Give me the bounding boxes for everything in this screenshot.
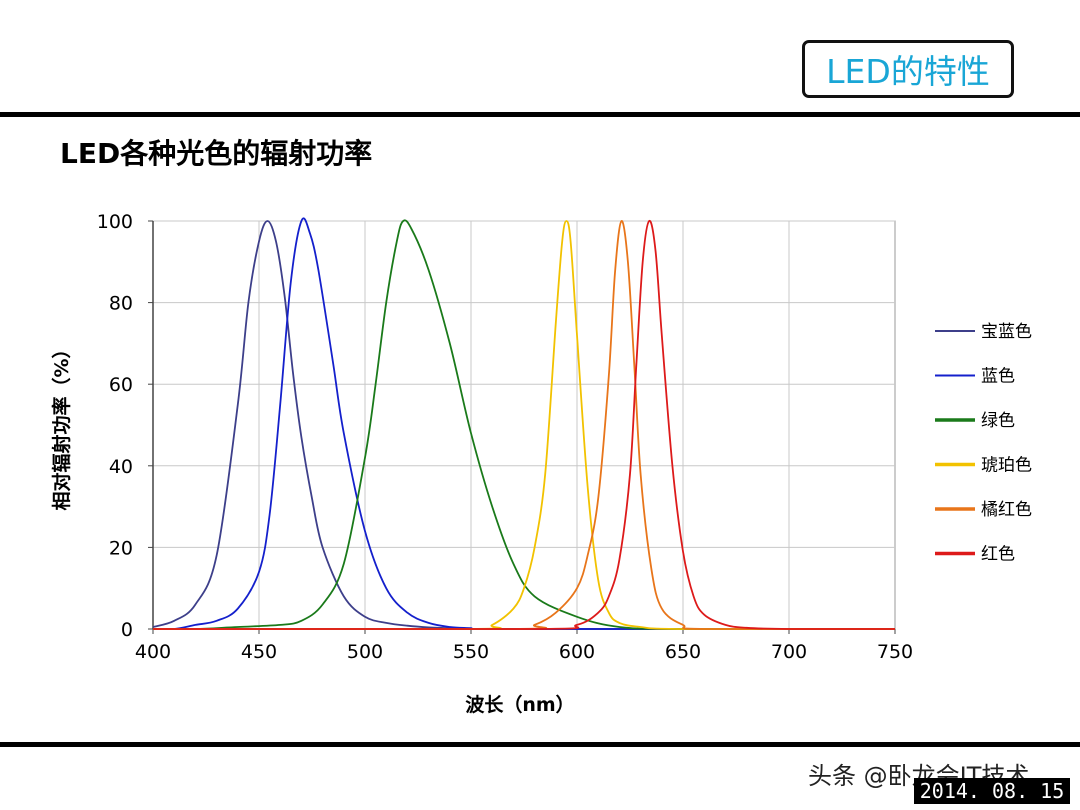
y-axis-label: 相对辐射功率（%） [50, 339, 73, 510]
series-line-5 [153, 220, 895, 630]
title-box: LED的特性 [802, 40, 1014, 98]
legend-label: 琥珀色 [981, 456, 1032, 476]
series-line-6 [153, 219, 895, 630]
x-tick-label: 500 [347, 641, 383, 663]
y-tick-label: 20 [109, 537, 133, 559]
series-line-1 [152, 220, 895, 630]
x-axis-label: 波长（nm） [465, 693, 574, 716]
legend-label: 宝蓝色 [981, 322, 1032, 342]
x-tick-label: 750 [877, 641, 913, 663]
slide-heading: LED各种光色的辐射功率 [60, 137, 373, 170]
y-tick-label: 80 [109, 293, 133, 315]
legend-label: 绿色 [981, 411, 1015, 431]
series-line-3 [153, 219, 895, 630]
y-tick-label: 0 [121, 619, 133, 641]
bottom-divider [0, 742, 1080, 747]
x-tick-label: 650 [665, 641, 701, 663]
legend-label: 蓝色 [981, 367, 1015, 387]
x-tick-label: 700 [771, 641, 807, 663]
series-line-4 [153, 220, 895, 630]
top-divider [0, 112, 1080, 117]
legend-label: 红色 [981, 545, 1015, 565]
radiant-power-chart: 400 450 500 550 600 650 700 750 0 20 40 60 80 100 宝蓝色… [50, 211, 1032, 716]
plot-area [152, 220, 896, 630]
x-tick-label: 400 [135, 641, 171, 663]
x-tick-label: 600 [559, 641, 595, 663]
y-tick-label: 100 [97, 211, 133, 233]
x-tick-label: 550 [453, 641, 489, 663]
y-tick-label: 40 [109, 456, 133, 478]
y-tick-label: 60 [109, 374, 133, 396]
legend-label: 橘红色 [981, 500, 1032, 520]
series-line-2 [153, 217, 895, 630]
date-stamp: 2014. 08. 15 [914, 778, 1070, 804]
x-tick-label: 450 [241, 641, 277, 663]
